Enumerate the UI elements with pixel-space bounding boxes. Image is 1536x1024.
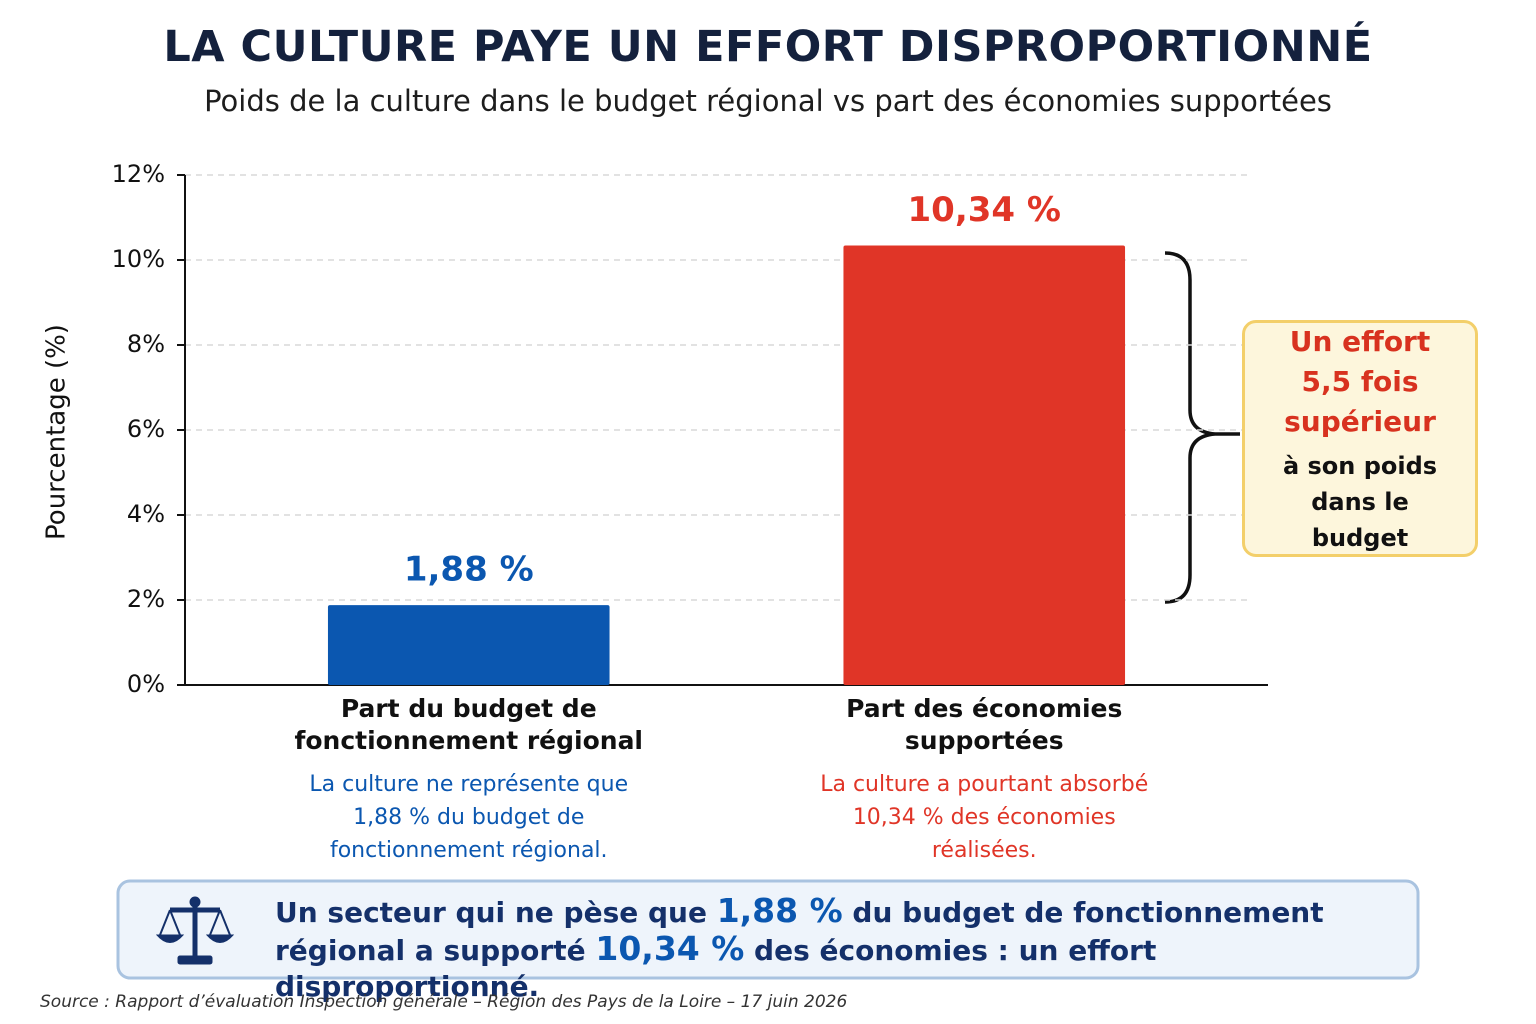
callout-highlight: 1,88 %	[716, 891, 843, 930]
y-tick-label: 12%	[112, 160, 165, 188]
callout-text: Un secteur qui ne pèse que 1,88 % du bud…	[275, 893, 1395, 1005]
category-description: La culture ne représente que 1,88 % du b…	[309, 772, 629, 863]
category-description: La culture a pourtant absorbé 10,34 % de…	[820, 772, 1149, 863]
y-tick-label: 10%	[112, 245, 165, 273]
callout-highlight: 10,34 %	[595, 929, 745, 968]
source: Source : Rapport d’évaluation Inspection…	[40, 992, 848, 1012]
brace	[1164, 251, 1240, 604]
callout-part: Un secteur qui ne pèse que	[275, 896, 717, 929]
value-label: 10,34 %	[908, 190, 1061, 230]
y-tick-label: 0%	[127, 670, 165, 698]
y-tick-label: 2%	[127, 585, 165, 613]
bar	[843, 245, 1126, 686]
callout-part: des économies : un effort disproportionn…	[275, 934, 1157, 1003]
scales-icon	[155, 896, 235, 965]
annotation-highlight: Un effort 5,5 fois supérieur	[1284, 324, 1436, 438]
x-tick-label: Part du budget de fonctionnement régiona…	[294, 694, 644, 755]
bar	[327, 605, 610, 685]
callout-box	[116, 879, 1420, 980]
y-axis-label: Pourcentage (%)	[42, 324, 72, 540]
chart-subtitle: Poids de la culture dans le budget régio…	[204, 84, 1332, 118]
annotation-box: Un effort 5,5 fois supérieur à son poids…	[1242, 320, 1478, 557]
callout-part: du budget de fonctionnement régional a s…	[275, 896, 1324, 967]
value-label: 1,88 %	[404, 550, 534, 590]
y-tick-label: 4%	[127, 500, 165, 528]
chart-title: LA CULTURE PAYE UN EFFORT DISPROPORTIONN…	[163, 22, 1373, 72]
y-tick-label: 6%	[127, 415, 165, 443]
x-tick-label: Part des économies supportées	[846, 694, 1123, 755]
annotation-text: à son poids dans le budget	[1282, 451, 1438, 552]
y-tick-label: 8%	[127, 330, 165, 358]
